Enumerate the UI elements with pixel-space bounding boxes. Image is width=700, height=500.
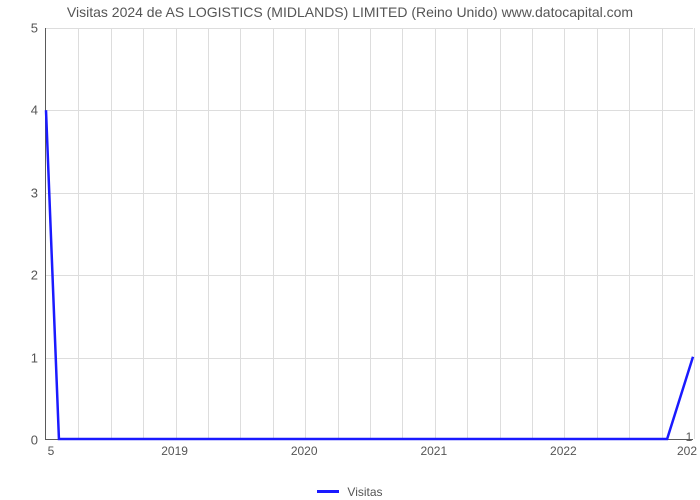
y-tick-label: 5 — [8, 21, 38, 36]
x-tick-label-left-edge: 5 — [48, 444, 55, 458]
legend-item-visitas: Visitas — [317, 485, 382, 499]
legend-swatch — [317, 490, 339, 493]
y-tick-label: 4 — [8, 103, 38, 118]
y-tick-label: 0 — [8, 433, 38, 448]
chart-container: Visitas 2024 de AS LOGISTICS (MIDLANDS) … — [0, 0, 700, 500]
x-tick-label-right-edge: 202 — [677, 444, 697, 458]
y-tick-label: 3 — [8, 185, 38, 200]
y-tick-label: 2 — [8, 268, 38, 283]
legend: Visitas — [0, 480, 700, 499]
legend-label: Visitas — [347, 485, 382, 499]
x-tick-label: 2019 — [161, 444, 188, 458]
gridline-vertical — [694, 28, 695, 439]
x-tick-label: 2020 — [291, 444, 318, 458]
x-tick-label: 2021 — [420, 444, 447, 458]
x-tick-label-right-value: 1 — [686, 430, 693, 444]
series-line-svg — [46, 28, 693, 439]
series-visitas-line — [46, 110, 693, 439]
chart-title: Visitas 2024 de AS LOGISTICS (MIDLANDS) … — [0, 4, 700, 20]
x-tick-label: 2022 — [550, 444, 577, 458]
plot-area — [45, 28, 693, 440]
y-tick-label: 1 — [8, 350, 38, 365]
